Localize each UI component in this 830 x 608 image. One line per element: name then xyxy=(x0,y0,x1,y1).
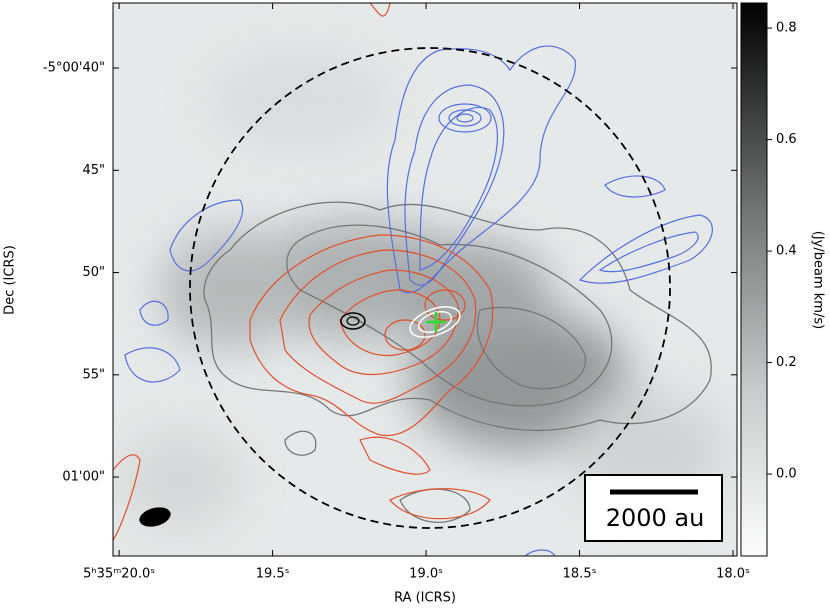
y-axis-label: Dec (ICRS) xyxy=(3,245,18,315)
x-tick-label: 19.5ˢ xyxy=(256,567,290,582)
black-contour xyxy=(340,312,366,330)
colorbar-label: (Jy/beam km/s) xyxy=(811,231,826,329)
y-tick-label: 55" xyxy=(82,367,105,382)
source-marker xyxy=(426,312,446,332)
field-circle xyxy=(189,47,671,529)
colorbar-tick-label: 0.8 xyxy=(776,21,797,36)
image: 2000 au xyxy=(113,3,737,556)
colorbar-tick-label: 0.2 xyxy=(776,355,797,370)
y-tick-label: 50" xyxy=(82,265,105,280)
x-tick-label: 19.0ˢ xyxy=(409,567,443,582)
scalebar-box xyxy=(584,474,723,542)
colorbar-tick-label: 0.0 xyxy=(776,467,797,482)
scalebar-label: 2000 au xyxy=(606,504,705,532)
red-contours xyxy=(113,3,494,541)
white-contours xyxy=(409,306,461,338)
blue-contours xyxy=(124,45,713,556)
plot-frame xyxy=(112,2,738,557)
x-axis-label: RA (ICRS) xyxy=(394,591,456,606)
colorbar-tick-label: 0.4 xyxy=(776,244,797,259)
y-tick-label: 45" xyxy=(82,163,105,178)
x-tick-label: 5ʰ35ᵐ20.0ˢ xyxy=(83,567,155,582)
colorbar-tick-label: 0.6 xyxy=(776,132,797,147)
colorbar xyxy=(740,2,768,557)
black-contour xyxy=(346,316,360,326)
x-tick-label: 18.5ˢ xyxy=(563,567,597,582)
x-tick-label: 18.0ˢ xyxy=(716,567,750,582)
y-tick-label: 01'00" xyxy=(62,470,105,485)
beam xyxy=(139,507,171,527)
y-tick-label: -5°00'40" xyxy=(43,61,105,76)
